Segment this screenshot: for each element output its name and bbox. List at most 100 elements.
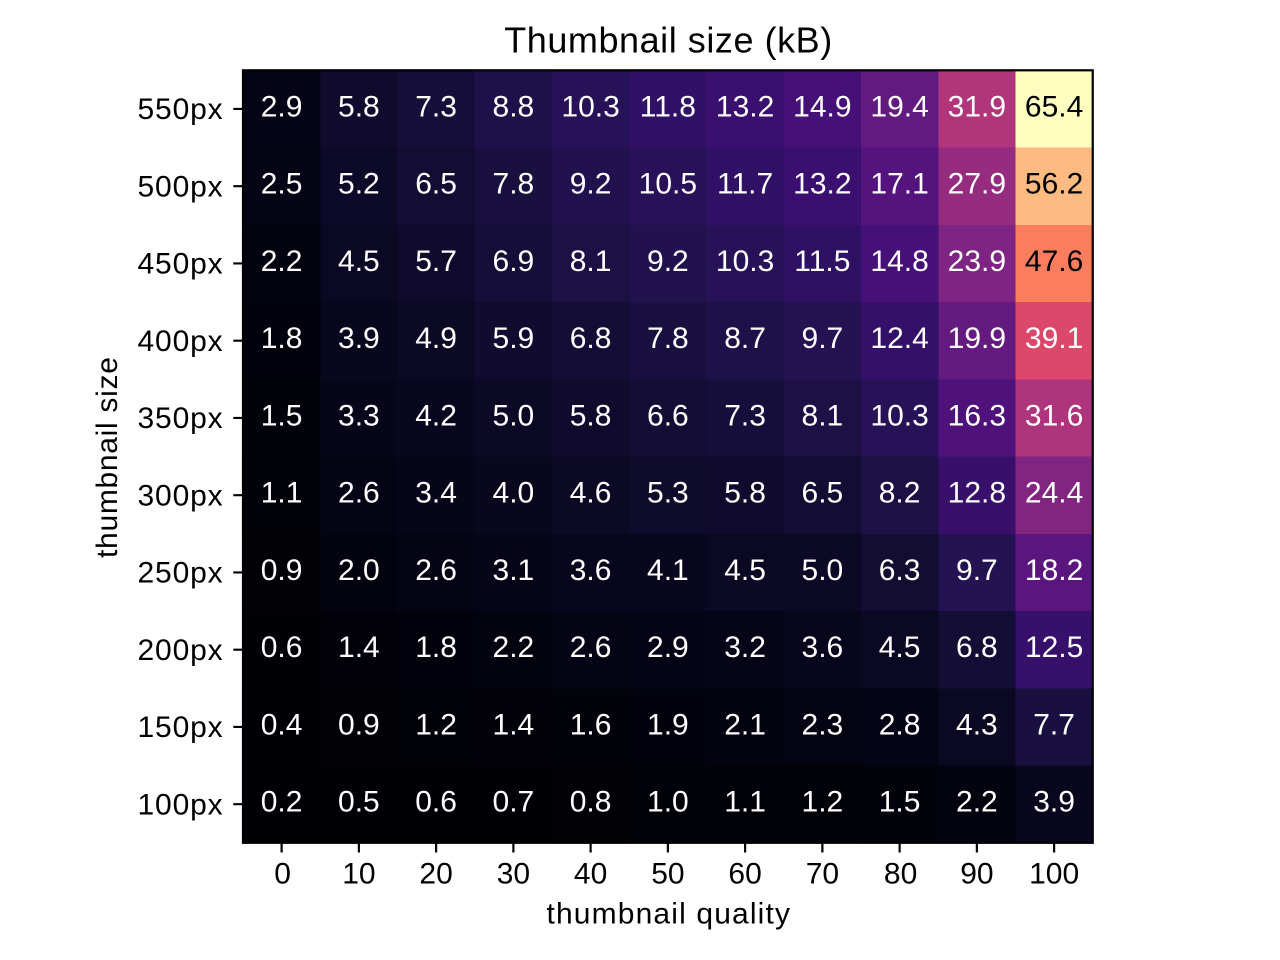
svg-text:4.2: 4.2 bbox=[415, 399, 457, 432]
svg-text:1.2: 1.2 bbox=[802, 786, 844, 819]
svg-text:19.9: 19.9 bbox=[948, 322, 1006, 355]
svg-text:3.3: 3.3 bbox=[338, 399, 380, 432]
svg-text:40: 40 bbox=[574, 858, 607, 891]
svg-text:thumbnail quality: thumbnail quality bbox=[546, 898, 791, 931]
svg-text:5.2: 5.2 bbox=[338, 168, 380, 201]
svg-text:2.0: 2.0 bbox=[338, 554, 380, 587]
svg-text:1.5: 1.5 bbox=[879, 786, 921, 819]
svg-text:2.3: 2.3 bbox=[802, 708, 844, 741]
svg-text:5.7: 5.7 bbox=[415, 245, 457, 278]
svg-text:16.3: 16.3 bbox=[948, 399, 1006, 432]
svg-text:250px: 250px bbox=[138, 557, 224, 590]
svg-text:0.6: 0.6 bbox=[261, 631, 303, 664]
svg-text:thumbnail size: thumbnail size bbox=[91, 356, 124, 558]
svg-text:4.1: 4.1 bbox=[647, 554, 689, 587]
svg-text:23.9: 23.9 bbox=[948, 245, 1006, 278]
svg-text:11.7: 11.7 bbox=[717, 168, 773, 201]
svg-text:1.6: 1.6 bbox=[570, 708, 612, 741]
svg-text:0.7: 0.7 bbox=[493, 786, 535, 819]
svg-text:1.1: 1.1 bbox=[724, 786, 766, 819]
svg-text:13.2: 13.2 bbox=[793, 168, 851, 201]
svg-text:5.0: 5.0 bbox=[802, 554, 844, 587]
svg-text:56.2: 56.2 bbox=[1025, 168, 1083, 201]
svg-text:0.9: 0.9 bbox=[261, 554, 303, 587]
svg-text:2.9: 2.9 bbox=[261, 90, 303, 123]
svg-text:4.0: 4.0 bbox=[493, 477, 535, 510]
svg-text:2.6: 2.6 bbox=[570, 631, 612, 664]
svg-text:12.5: 12.5 bbox=[1025, 631, 1083, 664]
svg-text:3.4: 3.4 bbox=[415, 477, 457, 510]
svg-text:9.7: 9.7 bbox=[802, 322, 844, 355]
svg-text:Thumbnail size (kB): Thumbnail size (kB) bbox=[504, 19, 833, 60]
svg-text:4.3: 4.3 bbox=[956, 708, 998, 741]
svg-text:2.1: 2.1 bbox=[724, 708, 766, 741]
svg-text:10: 10 bbox=[342, 858, 375, 891]
svg-text:3.6: 3.6 bbox=[802, 631, 844, 664]
svg-text:18.2: 18.2 bbox=[1025, 554, 1083, 587]
svg-text:0: 0 bbox=[274, 858, 291, 891]
svg-text:3.9: 3.9 bbox=[338, 322, 380, 355]
svg-text:2.9: 2.9 bbox=[647, 631, 689, 664]
svg-text:19.4: 19.4 bbox=[870, 90, 928, 123]
svg-text:200px: 200px bbox=[138, 634, 224, 667]
svg-text:0.4: 0.4 bbox=[261, 708, 303, 741]
svg-text:13.2: 13.2 bbox=[716, 90, 774, 123]
svg-text:10.5: 10.5 bbox=[639, 168, 697, 201]
svg-text:31.6: 31.6 bbox=[1025, 399, 1083, 432]
svg-text:2.2: 2.2 bbox=[261, 245, 303, 278]
svg-text:4.5: 4.5 bbox=[338, 245, 380, 278]
svg-text:5.0: 5.0 bbox=[493, 399, 535, 432]
svg-text:2.6: 2.6 bbox=[338, 477, 380, 510]
svg-text:5.3: 5.3 bbox=[647, 477, 689, 510]
svg-text:3.2: 3.2 bbox=[724, 631, 766, 664]
svg-text:10.3: 10.3 bbox=[870, 399, 928, 432]
svg-text:10.3: 10.3 bbox=[716, 245, 774, 278]
svg-text:2.6: 2.6 bbox=[415, 554, 457, 587]
svg-text:5.8: 5.8 bbox=[724, 477, 766, 510]
svg-text:60: 60 bbox=[728, 858, 761, 891]
svg-text:7.3: 7.3 bbox=[415, 90, 457, 123]
svg-text:5.8: 5.8 bbox=[338, 90, 380, 123]
svg-text:7.3: 7.3 bbox=[724, 399, 766, 432]
svg-text:90: 90 bbox=[960, 858, 993, 891]
svg-text:1.8: 1.8 bbox=[261, 322, 303, 355]
svg-text:9.2: 9.2 bbox=[570, 168, 612, 201]
svg-text:2.2: 2.2 bbox=[493, 631, 535, 664]
svg-text:6.5: 6.5 bbox=[415, 168, 457, 201]
svg-text:7.8: 7.8 bbox=[647, 322, 689, 355]
svg-text:8.2: 8.2 bbox=[879, 477, 921, 510]
svg-text:6.8: 6.8 bbox=[570, 322, 612, 355]
svg-text:3.6: 3.6 bbox=[570, 554, 612, 587]
svg-text:100px: 100px bbox=[138, 788, 224, 821]
svg-text:14.8: 14.8 bbox=[870, 245, 928, 278]
svg-text:8.8: 8.8 bbox=[493, 90, 535, 123]
svg-text:2.8: 2.8 bbox=[879, 708, 921, 741]
svg-text:27.9: 27.9 bbox=[948, 168, 1006, 201]
svg-text:8.1: 8.1 bbox=[570, 245, 612, 278]
svg-text:150px: 150px bbox=[138, 711, 224, 744]
svg-text:4.9: 4.9 bbox=[415, 322, 457, 355]
svg-text:11.8: 11.8 bbox=[640, 90, 696, 123]
svg-text:1.9: 1.9 bbox=[647, 708, 689, 741]
svg-text:6.8: 6.8 bbox=[956, 631, 998, 664]
svg-text:8.1: 8.1 bbox=[802, 399, 844, 432]
svg-text:4.5: 4.5 bbox=[724, 554, 766, 587]
svg-text:4.5: 4.5 bbox=[879, 631, 921, 664]
svg-text:0.9: 0.9 bbox=[338, 708, 380, 741]
svg-text:7.7: 7.7 bbox=[1033, 708, 1075, 741]
svg-text:0.6: 0.6 bbox=[415, 786, 457, 819]
svg-text:65.4: 65.4 bbox=[1025, 90, 1083, 123]
svg-text:7.8: 7.8 bbox=[493, 168, 535, 201]
svg-text:550px: 550px bbox=[138, 93, 224, 126]
svg-text:2.2: 2.2 bbox=[956, 786, 998, 819]
svg-text:6.5: 6.5 bbox=[802, 477, 844, 510]
svg-text:1.2: 1.2 bbox=[415, 708, 457, 741]
svg-text:5.9: 5.9 bbox=[493, 322, 535, 355]
svg-text:31.9: 31.9 bbox=[948, 90, 1006, 123]
svg-text:300px: 300px bbox=[138, 479, 224, 512]
svg-text:10.3: 10.3 bbox=[561, 90, 619, 123]
svg-text:8.7: 8.7 bbox=[724, 322, 766, 355]
svg-text:39.1: 39.1 bbox=[1025, 322, 1083, 355]
svg-text:50: 50 bbox=[651, 858, 684, 891]
svg-text:400px: 400px bbox=[138, 325, 224, 358]
